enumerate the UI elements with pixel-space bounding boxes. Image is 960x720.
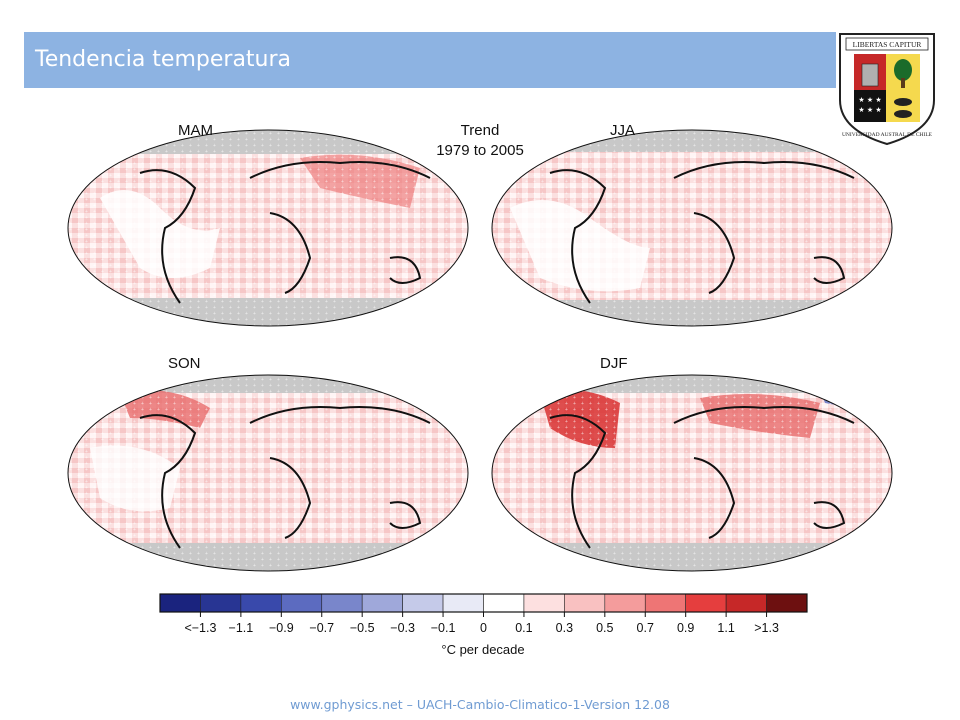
crest-arc-text: UNIVERSIDAD AUSTRAL DE CHILE <box>842 132 933 138</box>
trend-maps-figure: + MAM JJA <box>67 122 893 572</box>
university-crest: LIBERTAS CAPITUR ★ ★ ★ ★ ★ ★ UNIVERSIDAD… <box>839 33 935 146</box>
colorbar-swatches <box>159 593 808 613</box>
panel-label-mam: MAM <box>178 122 213 139</box>
colorbar-unit: °C per decade <box>441 642 524 657</box>
slide-title: Tendencia temperatura <box>35 47 292 72</box>
panel-label-djf: DJF <box>600 355 628 372</box>
trend-title-line2: 1979 to 2005 <box>436 142 524 159</box>
trend-title-line1: Trend <box>461 122 500 139</box>
colorbar-swatch <box>564 593 606 613</box>
svg-text:★ ★ ★: ★ ★ ★ <box>858 106 881 114</box>
colorbar-tick-label: −1.1 <box>229 621 254 635</box>
colorbar-tick-label: 0 <box>480 621 487 635</box>
colorbar-tick-label: −0.3 <box>390 621 415 635</box>
map-panel-son: SON <box>67 355 469 572</box>
map-panel-mam: MAM <box>67 122 469 327</box>
colorbar-tick-label: 0.5 <box>596 621 613 635</box>
panel-label-jja: JJA <box>610 122 635 139</box>
colorbar-swatch <box>442 593 484 613</box>
colorbar-tick-label: −0.7 <box>309 621 334 635</box>
colorbar-swatch <box>604 593 646 613</box>
colorbar-tick-label: 0.7 <box>637 621 654 635</box>
colorbar-tick-label: 0.3 <box>556 621 573 635</box>
crest-motto: LIBERTAS CAPITUR <box>853 40 922 49</box>
colorbar-swatch <box>281 593 323 613</box>
map-panel-djf: DJF <box>491 355 893 572</box>
colorbar-tick-label: 0.1 <box>515 621 532 635</box>
colorbar-swatch <box>402 593 444 613</box>
slide-footer: www.gphysics.net – UACH-Cambio-Climatico… <box>290 697 670 712</box>
colorbar-tick-label: 1.1 <box>717 621 734 635</box>
colorbar-swatch <box>483 593 525 613</box>
panel-label-son: SON <box>168 355 201 372</box>
slide-title-bar: Tendencia temperatura <box>24 32 836 88</box>
colorbar-tick-label: >1.3 <box>754 621 779 635</box>
colorbar-tick-label: −0.9 <box>269 621 294 635</box>
colorbar-tick-label: −0.5 <box>350 621 375 635</box>
colorbar-swatch <box>644 593 686 613</box>
colorbar-swatch <box>361 593 403 613</box>
colorbar-swatch <box>240 593 282 613</box>
colorbar-swatch <box>159 593 201 613</box>
colorbar-swatch <box>523 593 565 613</box>
colorbar-swatch <box>725 593 767 613</box>
colorbar-tick-label: 0.9 <box>677 621 694 635</box>
colorbar-ticks: <−1.3 −1.1 −0.9 −0.7 −0.5 −0.3 −0.1 0 0.1 0.3 0.5 0… <box>184 612 779 635</box>
colorbar-tick-label: <−1.3 <box>184 621 216 635</box>
colorbar-swatch <box>685 593 727 613</box>
svg-text:★ ★ ★: ★ ★ ★ <box>858 96 881 104</box>
colorbar-swatch <box>766 593 808 613</box>
colorbar-swatch <box>321 593 363 613</box>
colorbar-swatch <box>200 593 242 613</box>
colorbar-tick-label: −0.1 <box>431 621 456 635</box>
map-panel-jja: JJA <box>491 122 893 327</box>
colorbar-legend: <−1.3 −1.1 −0.9 −0.7 −0.5 −0.3 −0.1 0 0.1 0.3 0.5 0… <box>159 593 808 657</box>
